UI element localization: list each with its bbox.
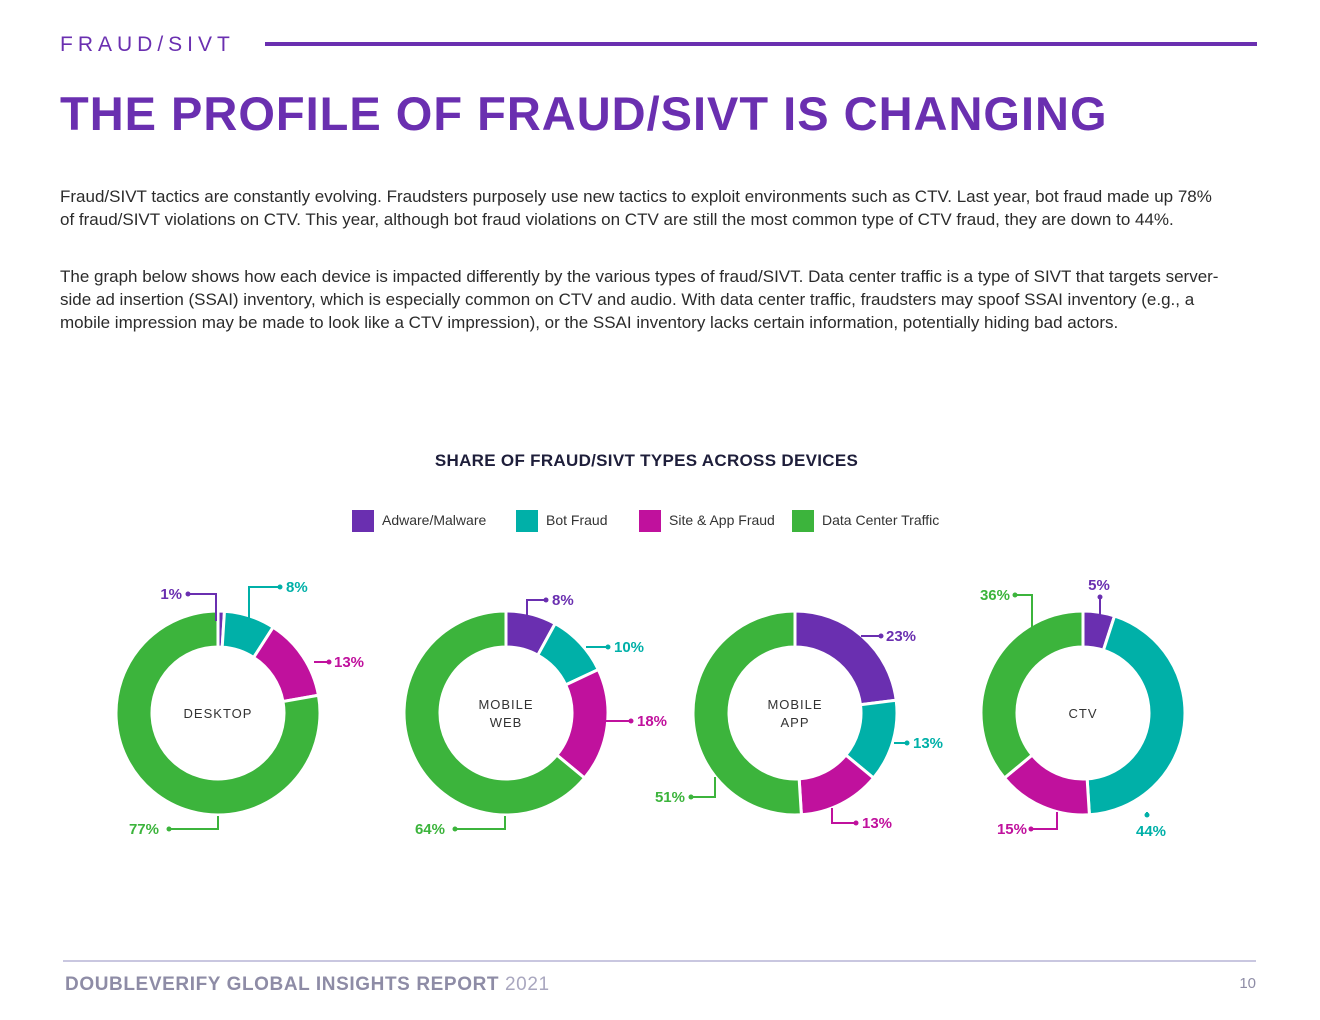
callout-line xyxy=(526,599,546,617)
data-label: 64% xyxy=(415,821,445,838)
data-label: 23% xyxy=(886,628,916,645)
callout-line xyxy=(248,586,280,620)
data-label: 13% xyxy=(862,815,892,832)
section-label: FRAUD/SIVT xyxy=(60,33,235,56)
explanation-paragraph: The graph below shows how each device is… xyxy=(60,267,1219,332)
donut-center-label: MOBILE xyxy=(478,697,533,712)
legend-label: Data Center Traffic xyxy=(822,512,940,528)
legend-label: Bot Fraud xyxy=(546,512,608,528)
callout-dot xyxy=(277,584,283,590)
legend-label: Adware/Malware xyxy=(382,512,487,528)
data-label: 1% xyxy=(160,586,182,603)
callout-line xyxy=(1031,812,1058,830)
legend-swatch xyxy=(792,510,814,532)
callout-dot xyxy=(605,644,611,650)
page-number: 10 xyxy=(1239,975,1256,992)
donut-center-label: DESKTOP xyxy=(184,706,253,721)
page-title: THE PROFILE OF FRAUD/SIVT IS CHANGING xyxy=(60,87,1108,140)
callout-dot xyxy=(1012,592,1018,598)
callout-dot xyxy=(326,659,332,665)
section-divider xyxy=(265,42,1257,46)
data-label: 8% xyxy=(286,579,308,596)
data-label: 5% xyxy=(1088,577,1110,594)
donut-slice xyxy=(114,609,322,817)
footer-year: 2021 xyxy=(505,974,550,995)
donut-center-label: WEB xyxy=(490,715,523,730)
callout-line xyxy=(169,816,219,830)
callout-dot xyxy=(1028,826,1034,832)
donut-slice xyxy=(979,609,1085,781)
footer-title: DOUBLEVERIFY GLOBAL INSIGHTS REPORT 2021 xyxy=(65,974,550,996)
data-label: 15% xyxy=(997,821,1027,838)
intro-paragraph: Fraud/SIVT tactics are constantly evolvi… xyxy=(60,187,1212,229)
callout-dot xyxy=(904,740,910,746)
donut-center-label: APP xyxy=(780,715,809,730)
callout-line xyxy=(831,808,856,824)
donut-slice xyxy=(691,609,803,817)
callout-line xyxy=(691,777,716,798)
callout-dot xyxy=(1144,812,1150,818)
donut-center-label: MOBILE xyxy=(767,697,822,712)
callout-dot xyxy=(1097,594,1103,600)
legend-swatch xyxy=(352,510,374,532)
callout-dot xyxy=(628,718,634,724)
donut-chart: MOBILE WEB 8% 10% 18% 64% xyxy=(402,592,667,838)
data-label: 18% xyxy=(637,713,667,730)
callout-dot xyxy=(878,633,884,639)
data-label: 8% xyxy=(552,592,574,609)
data-label: 10% xyxy=(614,639,644,656)
donut-chart: DESKTOP 1% 8% 13% 77% xyxy=(114,579,364,838)
donut-slice xyxy=(793,609,898,707)
chart-title: SHARE OF FRAUD/SIVT TYPES ACROSS DEVICES xyxy=(434,451,859,470)
donut-chart: CTV 5% 44% 15% 36% xyxy=(979,577,1187,840)
callout-dot xyxy=(853,820,859,826)
data-label: 51% xyxy=(655,789,685,806)
legend-swatch xyxy=(516,510,538,532)
donut-slice xyxy=(1085,614,1187,817)
legend-label: Site & App Fraud xyxy=(669,512,775,528)
data-label: 13% xyxy=(334,654,364,671)
legend-swatch xyxy=(639,510,661,532)
callout-line xyxy=(455,816,506,830)
data-label: 44% xyxy=(1136,823,1166,840)
callout-dot xyxy=(452,826,458,832)
callout-dot xyxy=(166,826,172,832)
data-label: 13% xyxy=(913,735,943,752)
data-label: 77% xyxy=(129,821,159,838)
callout-dot xyxy=(543,597,549,603)
data-label: 36% xyxy=(980,587,1010,604)
footer-divider xyxy=(63,960,1256,962)
callout-dot xyxy=(688,794,694,800)
donut-slice xyxy=(402,609,587,817)
donut-chart: MOBILE APP 23% 13% 13% 51% xyxy=(655,609,943,832)
footer-brand: DOUBLEVERIFY GLOBAL INSIGHTS REPORT xyxy=(65,974,500,995)
callout-line xyxy=(1015,594,1033,627)
donut-center-label: CTV xyxy=(1069,706,1098,721)
callout-line xyxy=(188,593,217,621)
callout-dot xyxy=(185,591,191,597)
